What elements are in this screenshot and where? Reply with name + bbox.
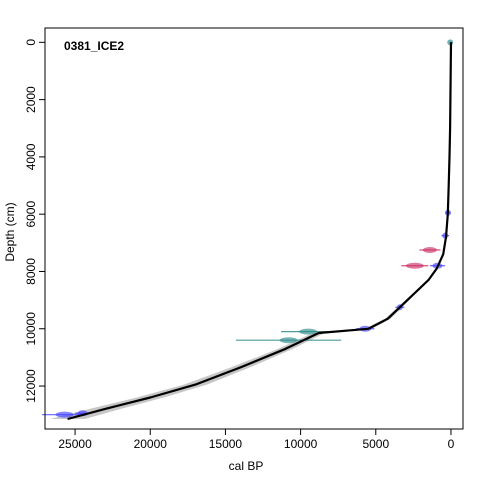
y-tick-label: 6000 — [24, 201, 38, 228]
date-probability-marker — [422, 246, 437, 253]
y-axis-label: Depth (cm) — [3, 202, 17, 261]
x-axis-label: cal BP — [229, 459, 264, 473]
x-tick-label: 0 — [448, 437, 455, 451]
x-tick-label: 5000 — [362, 437, 389, 451]
x-tick-label: 10000 — [284, 437, 318, 451]
x-axis: 25000 20000 15000 10000 5000 0 — [58, 429, 455, 451]
age-model-line-layer — [67, 42, 453, 421]
y-axis: 0 2000 4000 6000 8000 10000 12000 — [24, 39, 45, 403]
plot-frame — [44, 27, 464, 430]
y-tick-label: 10000 — [24, 312, 38, 346]
x-tick-label: 25000 — [58, 437, 92, 451]
date-probability-marker — [405, 262, 424, 269]
y-tick-label: 2000 — [24, 86, 38, 113]
date-probability-marker — [55, 411, 74, 418]
y-tick-label: 12000 — [24, 369, 38, 403]
chart-title: 0381_ICE2 — [64, 39, 124, 53]
date-probability-marker — [279, 337, 298, 344]
y-tick-label: 0 — [24, 39, 38, 46]
x-tick-label: 20000 — [134, 437, 168, 451]
y-tick-label: 8000 — [24, 258, 38, 285]
age-model-line — [67, 42, 453, 421]
x-tick-label: 15000 — [209, 437, 243, 451]
y-tick-label: 4000 — [24, 143, 38, 170]
date-probability-marker — [299, 328, 318, 335]
